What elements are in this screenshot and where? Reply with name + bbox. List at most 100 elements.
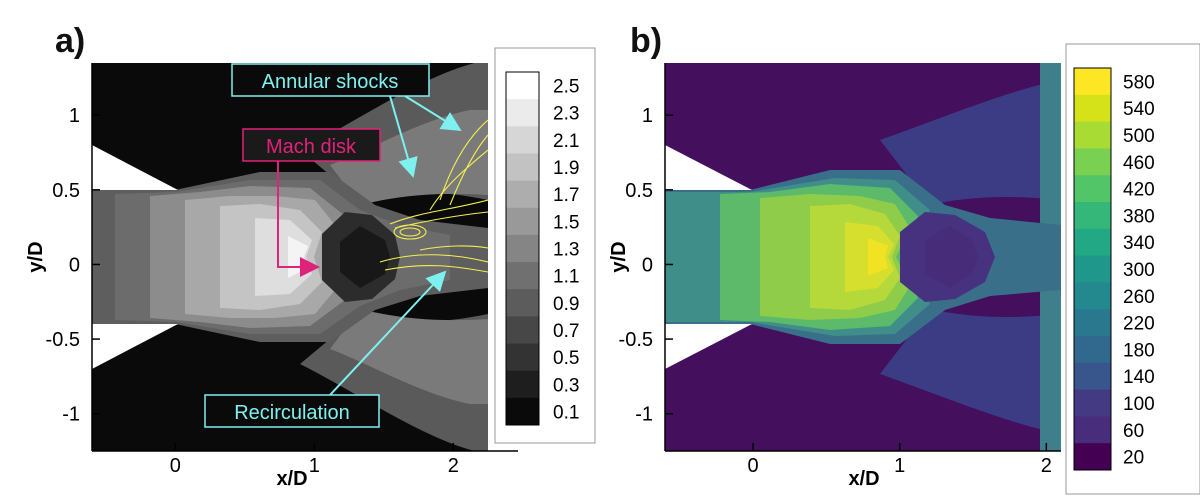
y-tick-label: 0 — [642, 254, 653, 276]
y-tick-label: 0.5 — [52, 180, 80, 202]
annular-shocks-arrow-1 — [404, 95, 462, 132]
colorbar-label: 380 — [1123, 206, 1155, 227]
colorbar-label: 1.7 — [553, 185, 579, 206]
colorbar-outline — [505, 71, 540, 426]
colorbar-swatch — [1074, 309, 1111, 337]
annular-shocks-label: Annular shocks — [262, 71, 399, 93]
panel-b-nozzle-bottom — [665, 324, 752, 369]
annular-shocks-arrow-2 — [389, 95, 418, 178]
colorbar-swatch — [506, 180, 539, 209]
colorbar-label: 0.7 — [553, 321, 579, 342]
colorbar-label: 2.3 — [553, 104, 579, 125]
colorbar-label: 460 — [1123, 153, 1155, 174]
colorbar-label: 2.1 — [553, 131, 579, 152]
colorbar-swatch — [1074, 148, 1111, 176]
colorbar-swatch — [506, 397, 539, 426]
panel-b-cool-core — [925, 226, 978, 288]
colorbar-swatch — [1074, 336, 1111, 364]
panel-a-jet-band-5 — [255, 218, 312, 296]
x-tick-label: 0 — [747, 455, 758, 477]
recirculation-label: Recirculation — [234, 402, 350, 424]
x-tick-label: 2 — [448, 455, 459, 477]
colorbar-label: 100 — [1123, 394, 1155, 415]
y-tick-label: 1 — [69, 105, 80, 127]
colorbar-label: 1.1 — [553, 267, 579, 288]
y-tick-label: -0.5 — [619, 329, 653, 351]
colorbar-label: 260 — [1123, 287, 1155, 308]
panel-b-label: b) — [630, 22, 662, 60]
annular-shocks-box — [231, 63, 430, 97]
colorbar-label: 2.5 — [553, 77, 579, 98]
colorbar-label: 220 — [1123, 314, 1155, 335]
colorbar-label: 0.1 — [553, 402, 579, 423]
colorbar-swatch — [1074, 362, 1111, 391]
panel-a-subsonic-core — [340, 226, 390, 288]
colorbar-label: 60 — [1123, 421, 1144, 442]
panel-a-band-bottom — [330, 309, 488, 404]
recirculation-arrow — [329, 270, 447, 396]
panel-a-nozzle-bottom — [92, 324, 178, 369]
y-tick-label: 0 — [69, 254, 80, 276]
colorbar-swatch — [506, 343, 539, 372]
panel-b-colorbar: 580 540 500 460 420 380 340 300 260 220 180 140 100 6… — [1073, 67, 1155, 471]
colorbar-label: 1.3 — [553, 240, 579, 261]
colorbar-label: 340 — [1123, 233, 1155, 254]
panel-b-shock-region-bottom — [880, 309, 1061, 434]
mach-disk-arrow — [277, 160, 320, 277]
colorbar-label: 140 — [1123, 367, 1155, 388]
colorbar-label: 300 — [1123, 260, 1155, 281]
colorbar-swatch — [506, 99, 539, 127]
colorbar-label: 20 — [1123, 448, 1144, 469]
colorbar-swatch — [1074, 121, 1111, 149]
colorbar-swatch — [1074, 255, 1111, 283]
colorbar-swatch — [506, 153, 539, 182]
panel-b-nozzle-top — [665, 145, 752, 190]
colorbar-swatch — [506, 72, 539, 100]
x-tick-label: 1 — [894, 455, 905, 477]
colorbar-outline — [1073, 67, 1112, 471]
recirculation-box — [204, 394, 380, 428]
colorbar-swatch — [506, 126, 539, 154]
y-tick-label: -1 — [635, 404, 653, 426]
panel-a-y-ticks: 1 0.5 0 -0.5 -1 — [46, 105, 100, 426]
colorbar-label: 0.9 — [553, 294, 579, 315]
panel-b-x-label: x/D — [848, 468, 879, 490]
colorbar-swatch — [1074, 68, 1111, 96]
panel-b-plot: 0 1 2 1 0.5 0 -0.5 -1 x/D y/D 580 540 500 460 420 3… — [608, 43, 1200, 495]
panel-a-field — [92, 63, 488, 451]
colorbar-label: 540 — [1123, 99, 1155, 120]
panel-a-nozzle-top — [92, 145, 178, 190]
colorbar-swatch — [506, 316, 539, 345]
x-tick-label: 0 — [170, 455, 181, 477]
mach-disk-label: Mach disk — [266, 136, 357, 158]
colorbar-swatch — [1074, 389, 1111, 417]
colorbar-swatch — [1074, 202, 1111, 230]
colorbar-label: 500 — [1123, 126, 1155, 147]
x-tick-label: 2 — [1041, 455, 1052, 477]
colorbar-label: 580 — [1123, 72, 1155, 93]
colorbar-label: 1.9 — [553, 158, 579, 179]
colorbar-swatch — [506, 262, 539, 290]
panel-b-y-ticks: 1 0.5 0 -0.5 -1 — [619, 105, 673, 426]
panel-b-field — [665, 63, 1061, 451]
panel-b-y-label: y/D — [608, 241, 630, 272]
colorbar-label: 0.3 — [553, 375, 579, 396]
colorbar-label: 180 — [1123, 340, 1155, 361]
colorbar-swatch — [1074, 282, 1111, 310]
colorbar-label: 1.5 — [553, 212, 579, 233]
y-tick-label: -1 — [62, 404, 80, 426]
mach-disk-box — [242, 128, 381, 162]
panel-a-x-label: x/D — [276, 468, 307, 490]
panel-a-colorbar: 2.5 2.3 2.1 1.9 1.7 1.5 1.3 1.1 0.9 0.7 0.5 0.3 0.1 — [505, 71, 579, 426]
panel-a-plot: Annular shocks Mach disk Recirculation 0… — [25, 47, 596, 490]
colorbar-swatch — [1074, 443, 1111, 471]
panel-a-label: a) — [55, 22, 85, 60]
panel-a-y-label: y/D — [25, 241, 47, 272]
colorbar-label: 420 — [1123, 180, 1155, 201]
y-tick-label: 1 — [642, 105, 653, 127]
colorbar-swatch — [506, 234, 539, 263]
colorbar-swatch — [1074, 416, 1111, 444]
x-tick-label: 1 — [309, 455, 320, 477]
